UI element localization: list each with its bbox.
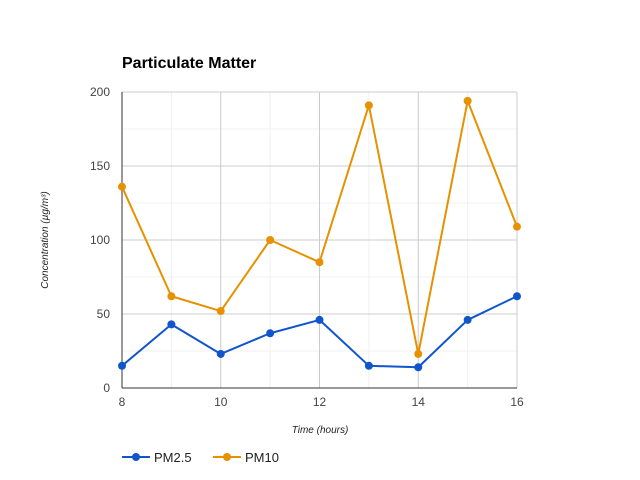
series-lines [118,96,521,372]
data-point-pm10 [463,96,472,105]
y-tick-label: 150 [90,159,110,173]
data-point-pm10 [167,292,176,301]
data-point-pm2-5 [266,329,275,338]
y-tick-label: 100 [90,233,110,247]
data-point-pm10 [266,236,275,244]
data-point-pm2-5 [513,292,521,301]
legend-label-pm10: PM10 [245,450,279,465]
x-tick-label: 10 [214,395,228,409]
data-point-pm10 [216,307,225,316]
x-tick-label: 12 [313,395,327,409]
grid [122,91,518,388]
data-point-pm2-5 [364,361,373,370]
y-tick-label: 50 [97,307,111,321]
data-point-pm10 [118,182,126,191]
data-point-pm10 [513,222,521,231]
data-point-pm10 [315,258,324,267]
x-tick-label: 14 [412,395,426,409]
legend: PM2.5 PM10 [122,450,279,465]
data-point-pm2-5 [216,349,225,358]
chart-title: Particulate Matter [122,55,256,72]
y-tick-label: 200 [90,85,110,99]
data-point-pm10 [364,101,373,110]
y-tick-label: 0 [103,381,110,395]
x-tick-label: 8 [119,395,126,409]
data-point-pm2-5 [315,315,324,324]
legend-label-pm2-5: PM2.5 [154,450,192,465]
data-point-pm2-5 [414,363,423,372]
data-point-pm2-5 [118,361,126,370]
data-point-pm2-5 [463,315,472,324]
axes: 0 50 100 150 200 8 10 12 14 16 [90,85,524,409]
data-point-pm10 [414,349,423,358]
x-tick-label: 16 [510,395,524,409]
legend-marker-pm10 [223,453,231,461]
data-point-pm2-5 [167,320,176,329]
x-axis-label: Time (hours) [292,425,349,436]
legend-marker-pm2-5 [132,453,140,461]
y-axis-label: Concentration (µg/m³) [40,191,51,288]
